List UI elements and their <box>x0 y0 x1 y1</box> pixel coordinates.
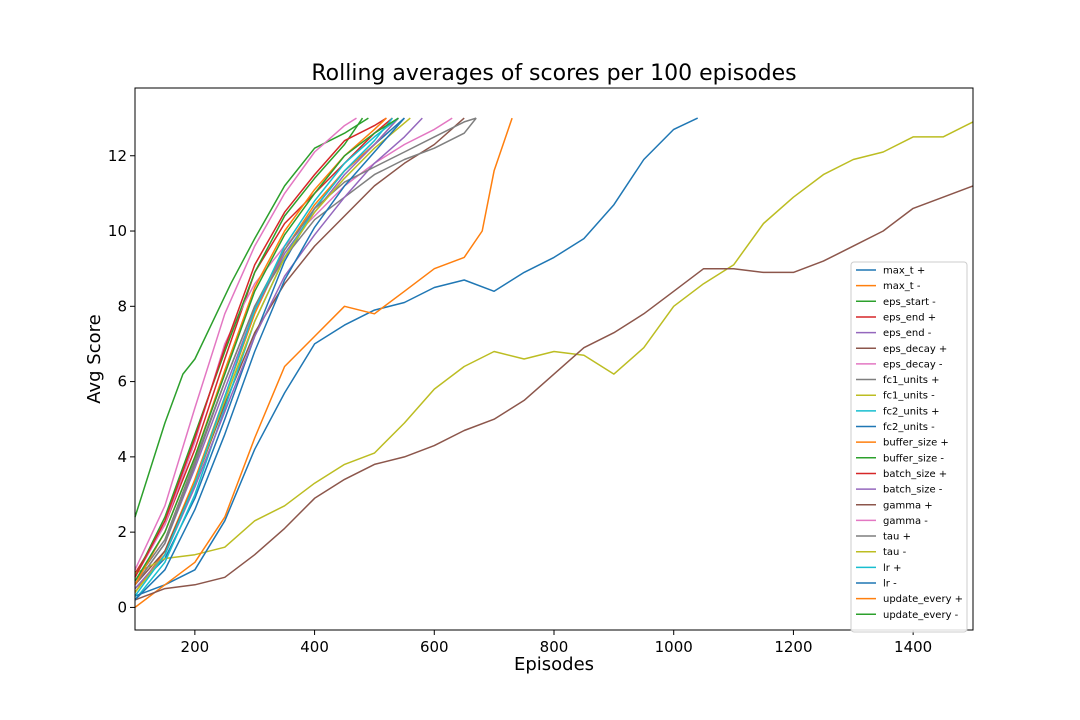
x-tick-label: 1400 <box>894 638 932 656</box>
series-line <box>134 117 405 601</box>
x-tick-label: 800 <box>540 638 569 656</box>
series-line <box>134 117 364 578</box>
legend-label: fc2_units + <box>883 406 940 417</box>
legend-label: lr + <box>883 563 901 574</box>
legend-label: eps_decay - <box>883 359 943 370</box>
series-line <box>134 121 974 575</box>
legend-box <box>850 261 968 633</box>
x-tick-label: 400 <box>300 638 329 656</box>
legend-label: max_t + <box>883 266 925 277</box>
series-line <box>134 117 357 571</box>
legend-label: tau + <box>883 532 911 543</box>
series-line <box>134 117 423 590</box>
legend-label: eps_end - <box>883 328 932 339</box>
legend-label: fc1_units - <box>883 391 935 402</box>
y-tick-label: 4 <box>117 448 127 466</box>
legend-label: fc2_units - <box>883 422 935 433</box>
y-tick-label: 0 <box>117 598 127 616</box>
series-line <box>134 117 699 597</box>
y-axis-label: Avg Score <box>84 314 105 403</box>
y-tick-label: 2 <box>117 523 127 541</box>
series-line <box>134 117 399 597</box>
legend: max_t + max_t - eps_start - eps_end + eps_en… <box>850 261 968 633</box>
chart-title: Rolling averages of scores per 100 episo… <box>311 61 796 86</box>
y-tick-label: 6 <box>117 373 127 391</box>
series-line <box>134 117 513 608</box>
y-tick-label: 12 <box>108 147 127 165</box>
legend-label: lr - <box>883 579 897 590</box>
series-layer <box>134 117 974 608</box>
x-axis: 200 400 600 800 1000 1200 1400 <box>181 630 932 656</box>
series-line <box>134 117 393 574</box>
series-line <box>134 117 477 582</box>
legend-label: buffer_size - <box>883 453 944 464</box>
legend-label: update_every - <box>883 610 959 621</box>
legend-label: update_every + <box>883 594 963 605</box>
legend-label: gamma - <box>883 516 928 527</box>
series-line <box>134 117 387 578</box>
x-axis-label: Episodes <box>514 654 594 675</box>
y-tick-label: 8 <box>117 297 127 315</box>
legend-label: buffer_size + <box>883 438 949 449</box>
legend-label: tau - <box>883 547 907 558</box>
legend-label: batch_size - <box>883 485 943 496</box>
legend-label: fc1_units + <box>883 375 940 386</box>
legend-label: batch_size + <box>883 469 947 480</box>
legend-label: max_t - <box>883 281 921 292</box>
legend-label: eps_decay + <box>883 344 947 355</box>
x-tick-label: 1200 <box>774 638 812 656</box>
x-tick-label: 600 <box>420 638 449 656</box>
series-line <box>134 117 399 582</box>
series-line <box>134 185 974 601</box>
series-line <box>134 117 369 518</box>
y-tick-label: 10 <box>108 222 127 240</box>
series-line <box>134 117 477 586</box>
legend-label: gamma + <box>883 500 933 511</box>
legend-label: eps_start - <box>883 297 936 308</box>
legend-label: eps_end + <box>883 312 936 323</box>
x-tick-label: 200 <box>181 638 210 656</box>
x-tick-label: 1000 <box>655 638 693 656</box>
y-axis: 0 2 4 6 8 10 12 <box>108 147 135 616</box>
